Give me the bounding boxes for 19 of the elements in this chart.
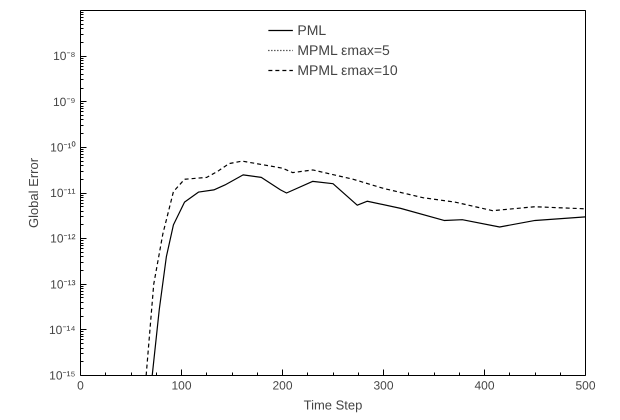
- y-tick-label: 10⁻⁹: [53, 94, 76, 109]
- y-tick-label: 10⁻⁸: [53, 49, 76, 64]
- x-tick-label: 400: [474, 378, 495, 392]
- y-tick-label: 10⁻¹⁰: [50, 140, 76, 154]
- y-tick-label: 10⁻¹⁵: [49, 368, 76, 382]
- x-tick-label: 100: [171, 378, 192, 392]
- x-tick-label: 300: [373, 378, 394, 392]
- legend-label: PML: [297, 22, 326, 38]
- y-tick-label: 10⁻¹⁴: [49, 322, 76, 337]
- x-tick-label: 200: [272, 378, 293, 392]
- y-tick-label: 10⁻¹³: [50, 277, 76, 292]
- x-axis-title: Time Step: [304, 398, 362, 412]
- y-axis-title: Global Error: [26, 157, 41, 228]
- y-tick-label: 10⁻¹¹: [50, 186, 76, 200]
- y-tick-label: 10⁻¹²: [50, 232, 76, 246]
- legend-label: MPML εmax=10: [297, 62, 398, 78]
- legend-label: MPML εmax=5: [297, 42, 390, 58]
- x-tick-label: 500: [575, 378, 596, 392]
- x-tick-label: 0: [77, 378, 84, 392]
